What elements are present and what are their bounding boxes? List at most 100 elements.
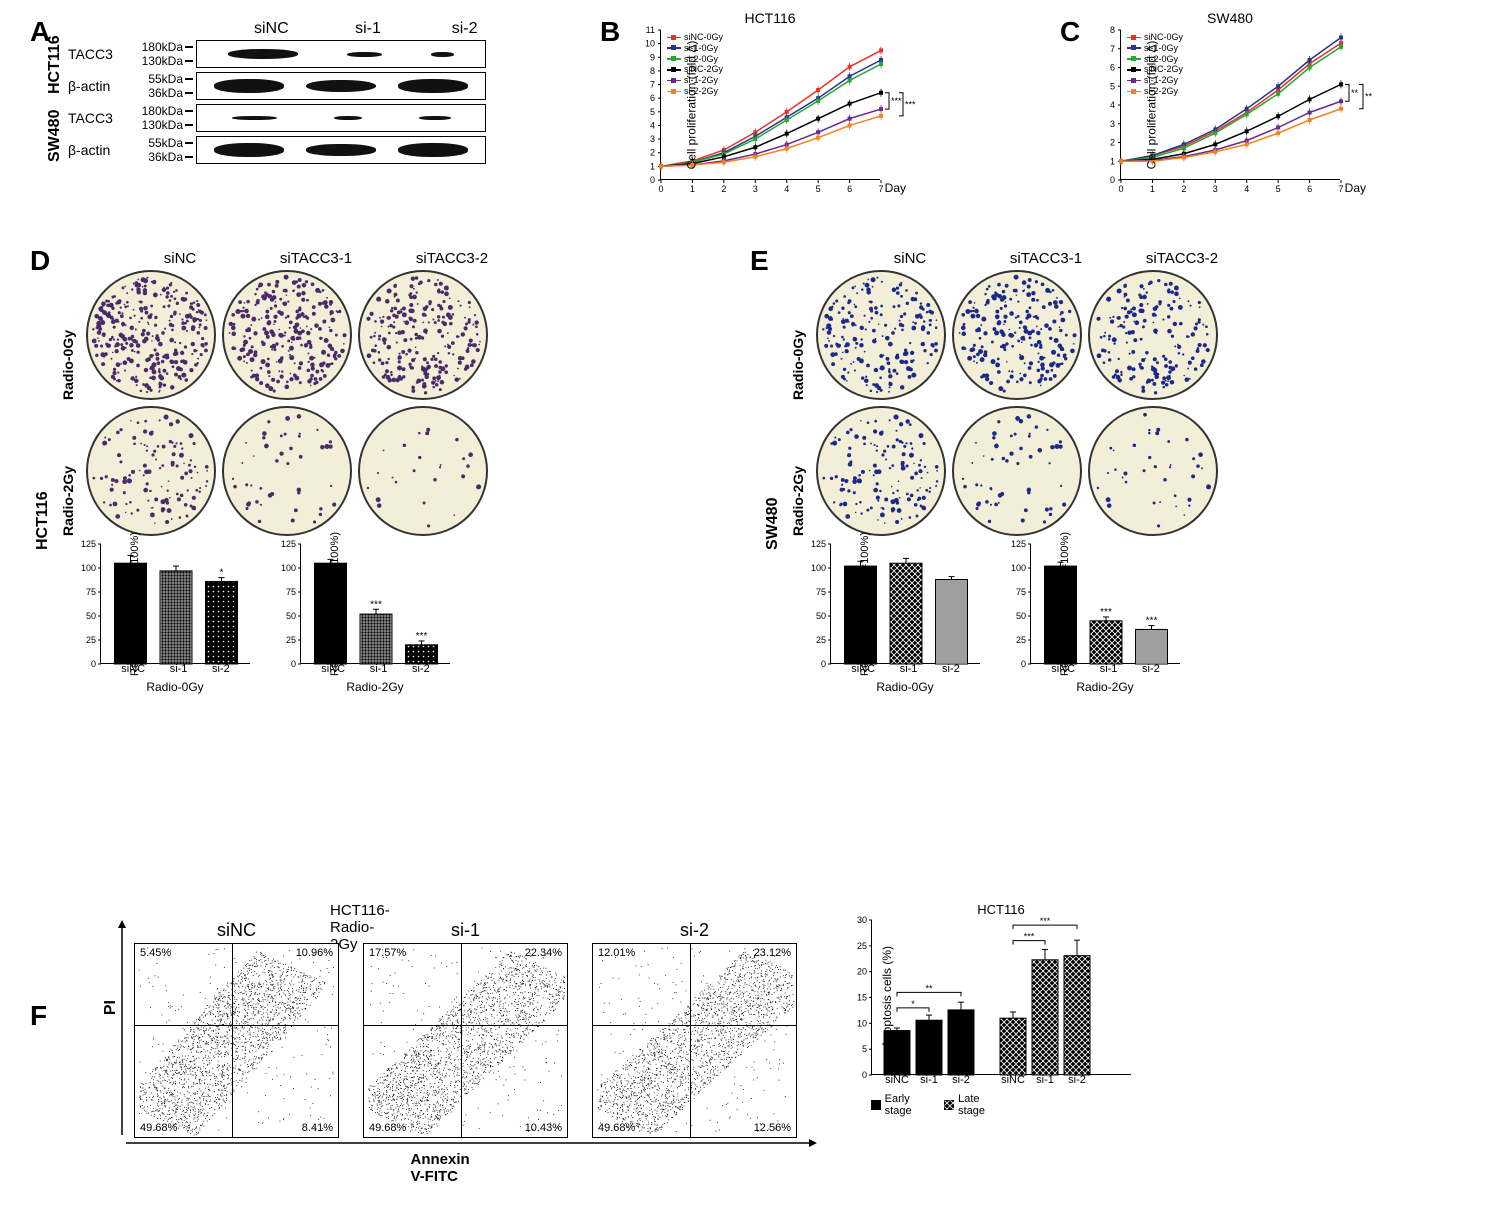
colony-col-header: siNC <box>842 250 978 267</box>
bar-set-title: Radio-0Gy <box>100 680 250 694</box>
svg-text:4: 4 <box>784 184 789 194</box>
legend-label: si-2-2Gy <box>1144 86 1178 97</box>
legend-label: si-1-0Gy <box>1144 43 1178 54</box>
colony-dish <box>952 270 1082 400</box>
svg-text:7: 7 <box>650 80 655 90</box>
protein-label: β-actin <box>68 78 128 94</box>
band <box>228 49 298 59</box>
chart-title: HCT116 <box>660 10 880 26</box>
bar-xlabel: siNC <box>121 663 145 675</box>
colony-dish <box>816 270 946 400</box>
mw-label: 130kDa <box>128 118 183 132</box>
svg-text:0: 0 <box>1110 175 1115 185</box>
legend-late: Late stage <box>958 1093 991 1117</box>
svg-text:3: 3 <box>650 134 655 144</box>
legend-label: si-2-0Gy <box>684 54 718 65</box>
colony-dish <box>1088 270 1218 400</box>
blot-box <box>196 72 486 100</box>
blot-box <box>196 136 486 164</box>
legend-label: siNC-2Gy <box>684 64 723 75</box>
svg-text:9: 9 <box>650 52 655 62</box>
legend-label: siNC-0Gy <box>1144 32 1183 43</box>
bar-xlabel: si-1 <box>916 1074 942 1086</box>
svg-text:7: 7 <box>878 184 883 194</box>
band <box>232 116 278 120</box>
blot-box <box>196 40 486 68</box>
svg-text:25: 25 <box>816 635 826 645</box>
x-axis-label: Day <box>885 181 906 195</box>
legend: siNC-0Gysi-1-0Gysi-2-0GysiNC-2Gysi-1-2Gy… <box>667 32 723 97</box>
svg-text:6: 6 <box>1307 184 1312 194</box>
legend-label: si-1-2Gy <box>1144 75 1178 86</box>
panel-c: SW480 Cell proliferation (fold Δ) Day si… <box>1120 10 1340 180</box>
colony-dish <box>358 270 488 400</box>
band <box>431 52 454 57</box>
svg-text:1: 1 <box>650 161 655 171</box>
mw-label: 36kDa <box>128 86 183 100</box>
flow-plot-title: si-1 <box>363 920 568 941</box>
colony-col-header: siTACC3-2 <box>384 250 520 267</box>
svg-text:2: 2 <box>721 184 726 194</box>
svg-text:3: 3 <box>1110 119 1115 129</box>
flow-plot: 5.45% 10.96% 49.68% 8.41% <box>134 943 339 1138</box>
svg-text:4: 4 <box>1110 100 1115 110</box>
svg-text:0: 0 <box>658 184 663 194</box>
svg-text:50: 50 <box>816 611 826 621</box>
svg-text:0: 0 <box>291 659 296 669</box>
mw-label: 180kDa <box>128 104 183 118</box>
legend-label: si-1-0Gy <box>684 43 718 54</box>
colony-dish <box>358 406 488 536</box>
band <box>419 116 451 120</box>
svg-text:75: 75 <box>286 587 296 597</box>
protein-label: β-actin <box>68 142 128 158</box>
legend-label: si-1-2Gy <box>684 75 718 86</box>
svg-text:1: 1 <box>1110 156 1115 166</box>
bar-set-title: Radio-2Gy <box>300 680 450 694</box>
x-axis-label: Annexin V-FITC <box>411 1151 470 1185</box>
svg-text:***: *** <box>905 99 916 109</box>
x-axis-label: Day <box>1345 181 1366 195</box>
bar-xlabel: si-2 <box>1142 663 1160 675</box>
colony-col-header: siNC <box>112 250 248 267</box>
svg-text:***: *** <box>1100 607 1112 618</box>
svg-text:2: 2 <box>1110 138 1115 148</box>
svg-text:5: 5 <box>1276 184 1281 194</box>
svg-text:7: 7 <box>1110 44 1115 54</box>
bar-xlabel: si-1 <box>370 663 388 675</box>
svg-text:100: 100 <box>281 563 296 573</box>
svg-text:125: 125 <box>81 539 96 549</box>
bar-xlabel: siNC <box>884 1074 910 1086</box>
legend-label: siNC-2Gy <box>1144 64 1183 75</box>
svg-text:2: 2 <box>650 148 655 158</box>
svg-text:5: 5 <box>650 107 655 117</box>
band <box>347 52 382 57</box>
colony-col-header: siTACC3-1 <box>248 250 384 267</box>
svg-text:50: 50 <box>286 611 296 621</box>
svg-text:100: 100 <box>81 563 96 573</box>
band <box>306 80 376 93</box>
radio-label: Radio-2Gy <box>60 406 80 536</box>
protein-label: TACC3 <box>68 46 128 62</box>
colony-col-header: siTACC3-1 <box>978 250 1114 267</box>
panel-label-d: D <box>30 245 50 277</box>
svg-text:1: 1 <box>690 184 695 194</box>
bar-chart: Relative counts (siNC=100%)0255075100125… <box>830 544 980 664</box>
flow-plot: 12.01% 23.12% 49.68% 12.56% <box>592 943 797 1138</box>
svg-text:75: 75 <box>1016 587 1026 597</box>
bar-xlabel: si-1 <box>170 663 188 675</box>
svg-text:25: 25 <box>86 635 96 645</box>
svg-text:*: * <box>220 568 224 579</box>
flow-plot-title: siNC <box>134 920 339 941</box>
svg-text:0: 0 <box>821 659 826 669</box>
svg-text:3: 3 <box>1213 184 1218 194</box>
cell-line-label: HCT116 <box>46 38 64 94</box>
panel-e: SW480siNCsiTACC3-1siTACC3-2Radio-0GyRadi… <box>790 250 1250 694</box>
svg-text:***: *** <box>1146 616 1158 627</box>
svg-text:7: 7 <box>1338 184 1343 194</box>
svg-text:125: 125 <box>811 539 826 549</box>
flow-plot-title: si-2 <box>592 920 797 941</box>
cell-line-label: SW480 <box>46 106 64 162</box>
svg-text:8: 8 <box>1110 25 1115 35</box>
radio-label: Radio-0Gy <box>790 270 810 400</box>
svg-text:50: 50 <box>86 611 96 621</box>
